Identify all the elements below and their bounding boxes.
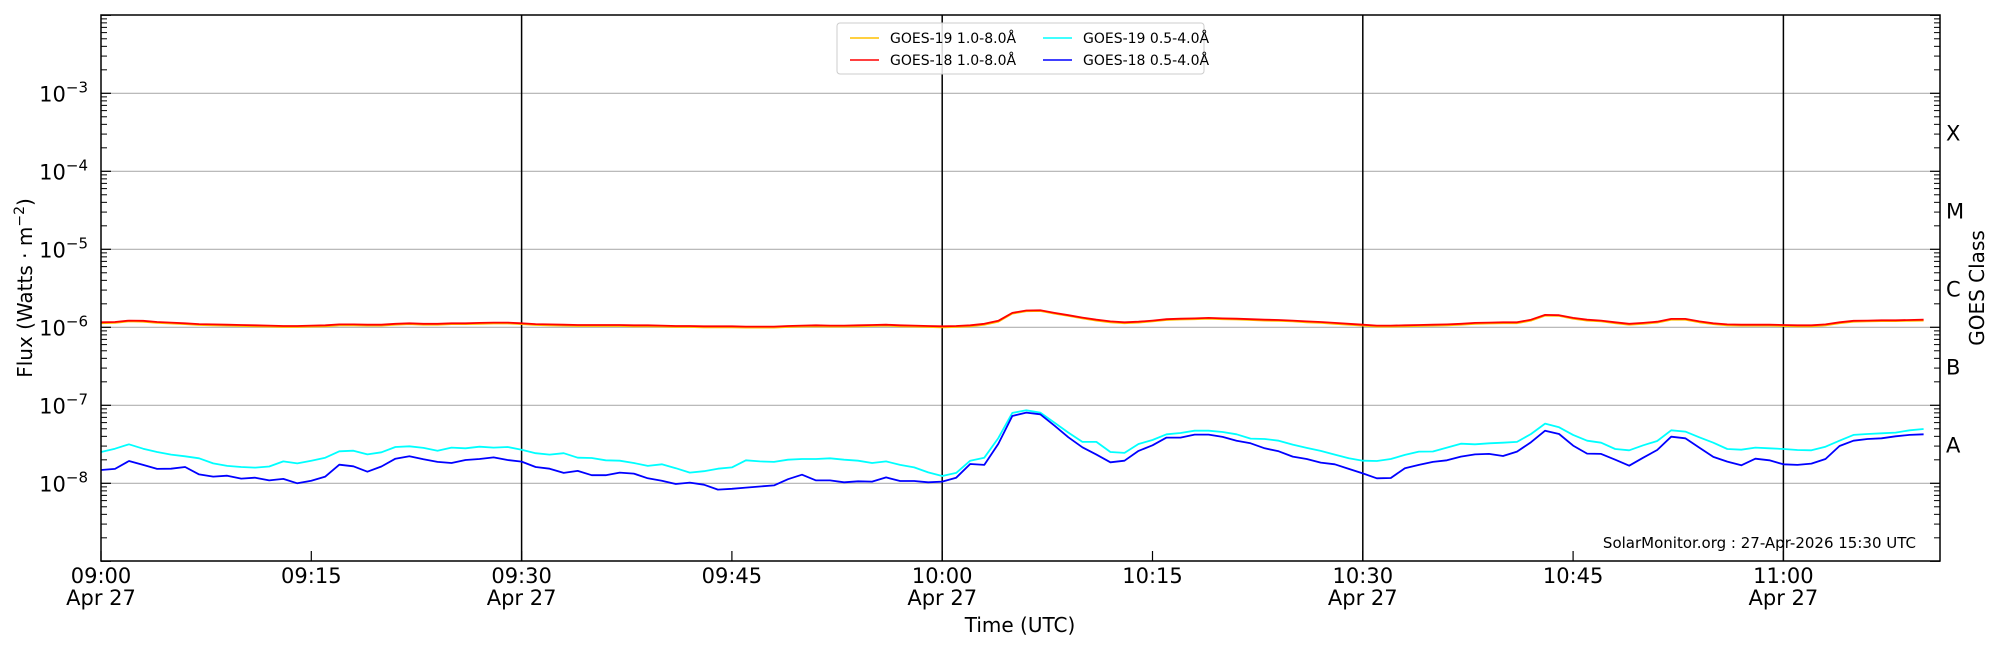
x-tick-time: 09:00 [71, 564, 132, 588]
y-tick-labels: 10−8 10−7 10−6 10−5 10−4 10−3 [39, 78, 88, 496]
x-tick-time: 10:15 [1122, 564, 1183, 588]
goes-class-B: B [1946, 355, 1960, 379]
y-tick-label: 10−8 [39, 468, 88, 496]
x-axis-label: Time (UTC) [964, 613, 1076, 637]
x-tick-time: 09:45 [702, 564, 763, 588]
x-tick-date: Apr 27 [1328, 586, 1398, 610]
y-tick-label: 10−5 [39, 234, 88, 262]
plot-frame [100, 14, 1941, 562]
goes-class-A: A [1946, 433, 1961, 457]
x-tick-time: 10:30 [1333, 564, 1394, 588]
legend-label: GOES-18 0.5-4.0Å [1083, 52, 1209, 69]
goes-class-X: X [1946, 121, 1960, 145]
goes-class-M: M [1946, 199, 1964, 223]
watermark-text: SolarMonitor.org : 27-Apr-2026 15:30 UTC [1603, 534, 1916, 552]
x-tick-time: 10:45 [1543, 564, 1604, 588]
series-lines [100, 309, 1924, 491]
day-marker-lines [520, 15, 1785, 561]
x-tick-time: 09:30 [491, 564, 552, 588]
legend-label: GOES-19 1.0-8.0Å [890, 30, 1016, 47]
x-tick-date: Apr 27 [487, 586, 557, 610]
x-tick-time: 11:00 [1753, 564, 1814, 588]
x-tick-date: Apr 27 [1749, 586, 1819, 610]
series-line-2 [100, 409, 1924, 477]
right-axis-label: GOES Class [1965, 230, 1989, 346]
legend-box [836, 22, 1205, 75]
y-tick-label: 10−4 [39, 156, 88, 184]
axis-ticks [100, 14, 1940, 562]
y-tick-label: 10−3 [39, 78, 88, 106]
x-tick-date: Apr 27 [907, 586, 977, 610]
gridlines [101, 92, 1940, 484]
legend: GOES-19 1.0-8.0Å GOES-18 1.0-8.0Å GOES-19 … [836, 22, 1209, 75]
y-axis-label: Flux (Watts · m−2) [12, 198, 37, 378]
x-tick-time: 09:15 [281, 564, 342, 588]
series-line-3 [100, 411, 1924, 491]
goes-class-C: C [1946, 277, 1961, 301]
legend-label: GOES-19 0.5-4.0Å [1083, 30, 1209, 47]
series-line-1 [100, 309, 1924, 328]
goes-class-labels: A B C M X [1946, 121, 1964, 457]
x-tick-time: 10:00 [912, 564, 973, 588]
y-tick-label: 10−6 [39, 312, 88, 340]
x-tick-date: Apr 27 [66, 586, 136, 610]
y-tick-label: 10−7 [39, 390, 88, 418]
legend-label: GOES-18 1.0-8.0Å [890, 52, 1016, 69]
